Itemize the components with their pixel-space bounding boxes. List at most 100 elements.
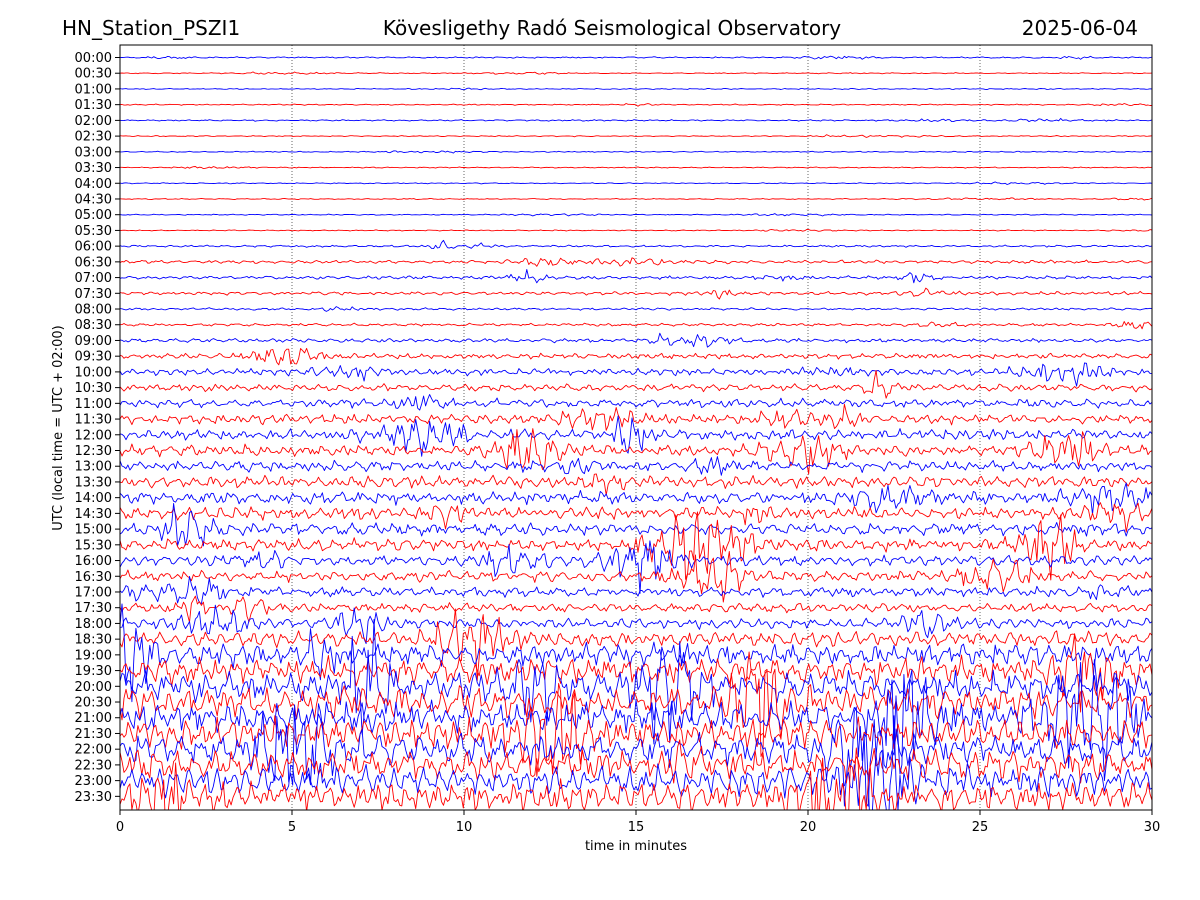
trace-0130: [120, 103, 1152, 107]
y-tick-label: 09:30: [75, 350, 112, 365]
y-tick-label: 04:30: [75, 192, 112, 207]
x-axis-ticks: 0 5 10 15 20 25 30: [116, 810, 1160, 835]
trace-2330: [120, 747, 1152, 810]
date-label: 2025-06-04: [1022, 16, 1138, 40]
trace-0330: [120, 166, 1152, 170]
y-tick-label: 19:00: [75, 648, 112, 663]
y-tick-label: 05:30: [75, 224, 112, 239]
trace-1700: [120, 575, 1152, 605]
y-tick-label: 01:30: [75, 98, 112, 113]
x-tick-label: 15: [628, 820, 645, 835]
trace-1500: [120, 503, 1152, 547]
trace-1630: [120, 550, 1152, 603]
trace-1300: [120, 456, 1152, 476]
x-axis-label: time in minutes: [585, 839, 687, 854]
y-tick-label: 22:00: [75, 743, 112, 758]
trace-1830: [120, 608, 1152, 682]
trace-0800: [120, 306, 1152, 312]
y-tick-label: 11:00: [75, 397, 112, 412]
y-tick-label: 05:00: [75, 208, 112, 223]
x-tick-label: 30: [1144, 820, 1161, 835]
trace-2130: [120, 683, 1152, 777]
y-tick-label: 22:30: [75, 758, 112, 773]
x-tick-label: 5: [288, 820, 296, 835]
y-tick-label: 10:30: [75, 381, 112, 396]
trace-2230: [120, 739, 1152, 784]
y-tick-label: 00:30: [75, 67, 112, 82]
trace-2100: [120, 659, 1152, 782]
y-tick-label: 00:00: [75, 51, 112, 66]
trace-2030: [120, 651, 1152, 757]
y-tick-label: 23:30: [75, 790, 112, 805]
trace-2300: [120, 715, 1152, 810]
x-tick-label: 0: [116, 820, 124, 835]
y-tick-label: 02:00: [75, 114, 112, 129]
trace-1430: [120, 502, 1152, 533]
y-tick-label: 12:00: [75, 428, 112, 443]
y-tick-label: 23:00: [75, 774, 112, 789]
trace-0030: [120, 71, 1152, 75]
y-tick-label: 16:00: [75, 554, 112, 569]
trace-0230: [120, 134, 1152, 138]
x-tick-label: 25: [972, 820, 989, 835]
trace-0900: [120, 332, 1152, 348]
trace-2000: [120, 618, 1152, 745]
y-tick-label: 20:30: [75, 696, 112, 711]
y-tick-label: 11:30: [75, 413, 112, 428]
y-tick-label: 19:30: [75, 664, 112, 679]
y-tick-label: 07:00: [75, 271, 112, 286]
y-tick-label: 08:00: [75, 303, 112, 318]
y-tick-label: 15:00: [75, 523, 112, 538]
y-tick-label: 10:00: [75, 365, 112, 380]
trace-0430: [120, 197, 1152, 201]
trace-0730: [120, 287, 1152, 300]
trace-1130: [120, 403, 1152, 431]
trace-1930: [120, 633, 1152, 713]
y-tick-label: 09:00: [75, 334, 112, 349]
trace-0300: [120, 150, 1152, 154]
trace-0400: [120, 181, 1152, 185]
trace-1800: [120, 604, 1152, 645]
trace-0530: [120, 229, 1152, 232]
y-tick-label: 15:30: [75, 538, 112, 553]
y-axis-ticks: 00:0000:3001:0001:3002:0002:3003:0003:30…: [75, 51, 120, 805]
trace-0700: [120, 269, 1152, 284]
y-tick-label: 03:00: [75, 145, 112, 160]
trace-0500: [120, 213, 1152, 217]
trace-0630: [120, 257, 1152, 267]
x-tick-label: 10: [456, 820, 473, 835]
y-tick-label: 04:00: [75, 177, 112, 192]
y-tick-label: 17:30: [75, 601, 112, 616]
y-tick-label: 17:00: [75, 585, 112, 600]
chart-title: Kövesligethy Radó Seismological Observat…: [383, 16, 841, 40]
trace-1230: [120, 428, 1152, 475]
y-tick-label: 21:30: [75, 727, 112, 742]
y-tick-label: 02:30: [75, 130, 112, 145]
trace-1900: [120, 603, 1152, 703]
trace-0000: [120, 55, 1152, 60]
trace-0830: [120, 321, 1152, 330]
trace-1200: [120, 415, 1152, 457]
trace-1730: [120, 595, 1152, 623]
y-tick-label: 21:00: [75, 711, 112, 726]
y-tick-label: 14:30: [75, 507, 112, 522]
trace-1330: [120, 473, 1152, 496]
y-tick-label: 06:30: [75, 255, 112, 270]
trace-1100: [120, 394, 1152, 411]
y-tick-label: 14:00: [75, 491, 112, 506]
y-tick-label: 13:00: [75, 460, 112, 475]
trace-1030: [120, 370, 1152, 399]
y-tick-label: 01:00: [75, 82, 112, 97]
trace-1530: [120, 511, 1152, 581]
y-tick-label: 20:00: [75, 680, 112, 695]
y-tick-label: 12:30: [75, 444, 112, 459]
trace-1000: [120, 362, 1152, 387]
y-tick-label: 06:00: [75, 240, 112, 255]
station-label: HN_Station_PSZI1: [62, 16, 240, 40]
trace-0930: [120, 347, 1152, 366]
y-tick-label: 13:30: [75, 475, 112, 490]
y-tick-label: 18:30: [75, 633, 112, 648]
y-tick-label: 03:30: [75, 161, 112, 176]
y-tick-label: 16:30: [75, 570, 112, 585]
